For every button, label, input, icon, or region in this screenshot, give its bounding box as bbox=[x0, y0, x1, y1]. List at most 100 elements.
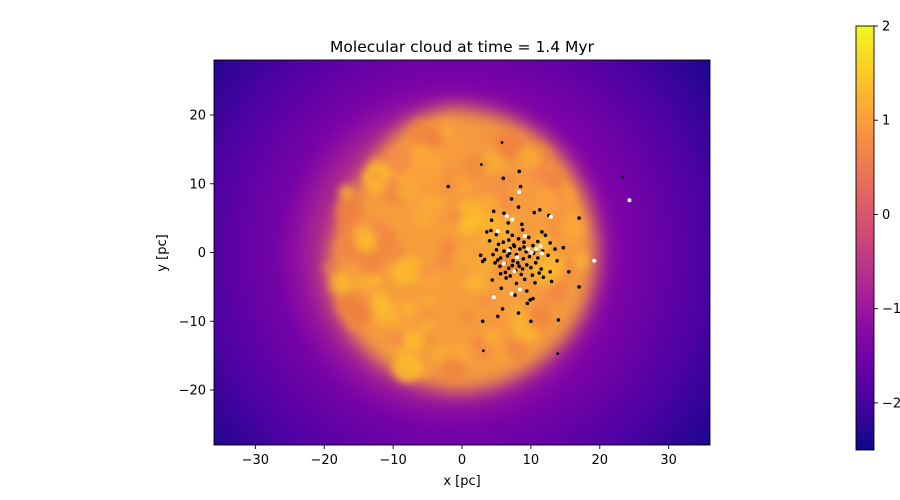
star-point-dark bbox=[567, 270, 571, 274]
star-point-dark bbox=[489, 228, 493, 233]
star-point-dark bbox=[504, 276, 508, 280]
star-point-dark bbox=[525, 263, 529, 267]
x-axis-label: x [pc] bbox=[443, 474, 480, 489]
star-point-dark bbox=[556, 318, 561, 322]
star-point-dark bbox=[485, 230, 489, 234]
star-point-dark bbox=[522, 245, 526, 249]
star-point-light bbox=[502, 261, 506, 266]
star-point-dark bbox=[525, 301, 530, 306]
x-tick-label: 30 bbox=[660, 453, 677, 468]
star-point-dark bbox=[536, 239, 540, 244]
x-axis: −30 −20 −10 0 10 20 30 bbox=[242, 445, 677, 468]
colorbar-tick-label: −1 bbox=[882, 302, 900, 317]
star-point-dark bbox=[479, 163, 483, 166]
star-point-dark bbox=[546, 253, 550, 258]
star-point-dark bbox=[508, 274, 512, 278]
star-point-dark bbox=[577, 285, 581, 289]
star-point-dark bbox=[517, 264, 521, 269]
star-point-dark bbox=[541, 275, 546, 280]
star-point-dark bbox=[527, 235, 531, 240]
star-point-dark bbox=[446, 184, 451, 189]
star-point-light bbox=[522, 234, 527, 238]
star-point-dark bbox=[548, 241, 552, 245]
heatmap-image bbox=[214, 60, 710, 445]
star-point-dark bbox=[516, 311, 521, 315]
x-tick-label: 10 bbox=[523, 453, 540, 468]
star-point-light bbox=[509, 291, 514, 296]
star-point-dark bbox=[509, 197, 514, 201]
star-point-dark bbox=[487, 239, 492, 243]
star-point-dark bbox=[478, 253, 483, 258]
star-point-dark bbox=[519, 272, 523, 277]
x-tick-label: −30 bbox=[242, 453, 269, 468]
star-point-dark bbox=[540, 230, 544, 234]
star-point-dark bbox=[491, 252, 495, 257]
star-point-dark bbox=[516, 237, 521, 241]
star-point-dark bbox=[555, 259, 559, 263]
colorbar bbox=[856, 26, 874, 450]
star-point-light bbox=[491, 295, 496, 300]
star-point-dark bbox=[522, 240, 526, 244]
star-point-dark bbox=[510, 233, 515, 238]
star-point-light bbox=[627, 198, 632, 203]
x-tick-label: −10 bbox=[379, 453, 406, 468]
star-point-dark bbox=[561, 245, 566, 250]
y-tick-label: −10 bbox=[179, 315, 206, 330]
star-point-dark bbox=[507, 238, 511, 242]
star-point-light bbox=[517, 190, 522, 194]
star-point-dark bbox=[556, 352, 560, 355]
star-point-dark bbox=[549, 279, 554, 284]
star-point-dark bbox=[529, 265, 533, 270]
star-point-dark bbox=[501, 176, 506, 181]
star-point-dark bbox=[518, 247, 522, 251]
star-point-dark bbox=[522, 277, 527, 282]
star-point-dark bbox=[516, 205, 521, 209]
star-point-light bbox=[548, 214, 553, 219]
star-point-dark bbox=[528, 298, 532, 302]
star-point-light bbox=[538, 244, 543, 249]
star-point-dark bbox=[520, 267, 525, 271]
star-point-dark bbox=[621, 175, 624, 179]
star-point-dark bbox=[531, 243, 535, 248]
colorbar-frame bbox=[855, 25, 875, 451]
star-point-dark bbox=[507, 266, 511, 271]
star-point-light bbox=[504, 214, 509, 219]
star-point-light bbox=[495, 229, 500, 234]
star-point-dark bbox=[538, 208, 542, 212]
star-point-dark bbox=[577, 216, 581, 220]
colorbar-tick-label: 1 bbox=[882, 114, 890, 129]
y-tick-label: 0 bbox=[198, 246, 206, 261]
star-point-dark bbox=[539, 267, 543, 271]
star-point-light bbox=[592, 258, 597, 263]
star-point-dark bbox=[537, 271, 541, 275]
x-tick-label: −20 bbox=[311, 453, 338, 468]
star-point-dark bbox=[500, 307, 505, 311]
star-point-dark bbox=[527, 254, 532, 259]
y-tick-label: 20 bbox=[189, 109, 206, 124]
star-point-dark bbox=[505, 254, 510, 258]
star-point-dark bbox=[498, 272, 503, 276]
star-point-light bbox=[515, 255, 520, 260]
star-point-light bbox=[539, 251, 544, 256]
star-point-dark bbox=[543, 233, 548, 238]
star-point-light bbox=[529, 250, 534, 255]
star-point-light bbox=[517, 287, 522, 292]
star-point-dark bbox=[530, 273, 535, 278]
star-point-dark bbox=[480, 319, 485, 324]
star-point-dark bbox=[512, 244, 517, 249]
star-point-dark bbox=[493, 261, 497, 265]
star-point-dark bbox=[521, 256, 526, 261]
star-point-dark bbox=[533, 261, 538, 265]
star-point-dark bbox=[502, 249, 506, 253]
chart-title: Molecular cloud at time = 1.4 Myr bbox=[330, 38, 595, 56]
star-point-dark bbox=[536, 256, 540, 260]
colorbar-tick-label: 0 bbox=[882, 208, 890, 223]
star-point-dark bbox=[529, 319, 533, 324]
star-point-dark bbox=[517, 169, 521, 174]
star-point-light bbox=[526, 247, 531, 252]
star-point-dark bbox=[498, 256, 503, 260]
star-point-dark bbox=[496, 242, 501, 247]
star-point-dark bbox=[498, 264, 502, 269]
star-point-dark bbox=[531, 296, 535, 301]
